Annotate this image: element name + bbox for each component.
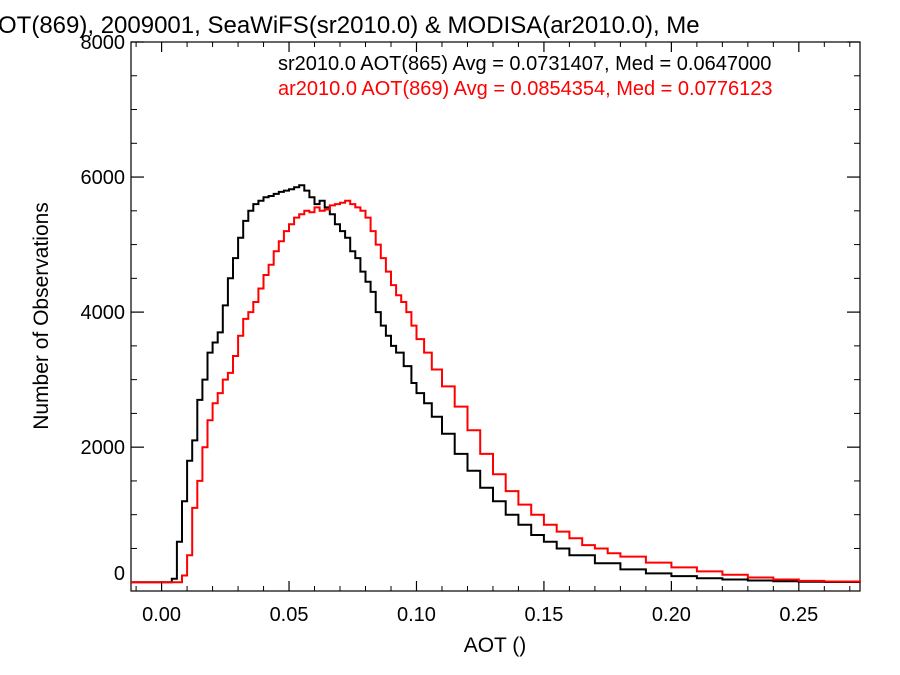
plot-frame bbox=[130, 41, 861, 592]
series-2-histogram-line bbox=[131, 199, 861, 584]
y-tick-label: 6000 bbox=[81, 167, 126, 189]
y-tick-labels: 0 2000 4000 6000 8000 bbox=[81, 32, 126, 585]
series-1-histogram-line bbox=[131, 184, 861, 584]
legend-series-2: ar2010.0 AOT(869) Avg = 0.0854354, Med =… bbox=[278, 78, 772, 100]
legend-series-1: sr2010.0 AOT(865) Avg = 0.0731407, Med =… bbox=[278, 53, 771, 75]
x-tick-label: 0.20 bbox=[652, 604, 691, 626]
y-tick-label: 0 bbox=[114, 563, 125, 585]
y-tick-label: 2000 bbox=[81, 437, 126, 459]
x-tick-label: 0.05 bbox=[270, 604, 309, 626]
y-tick-label: 4000 bbox=[81, 302, 126, 324]
x-tick-label: 0.10 bbox=[397, 604, 436, 626]
x-tick-labels: 0.00 0.05 0.10 0.15 0.20 0.25 bbox=[142, 604, 818, 626]
x-tick-label: 0.25 bbox=[779, 604, 818, 626]
axis-ticks bbox=[131, 41, 860, 591]
chart-title: OT(869), 2009001, SeaWiFS(sr2010.0) & MO… bbox=[0, 12, 700, 39]
x-axis-label: AOT () bbox=[464, 634, 527, 657]
x-tick-label: 0.15 bbox=[524, 604, 563, 626]
y-tick-label: 8000 bbox=[81, 32, 126, 54]
x-tick-label: 0.00 bbox=[142, 604, 181, 626]
series-layer bbox=[131, 184, 861, 584]
y-axis-label: Number of Observations bbox=[30, 202, 53, 430]
